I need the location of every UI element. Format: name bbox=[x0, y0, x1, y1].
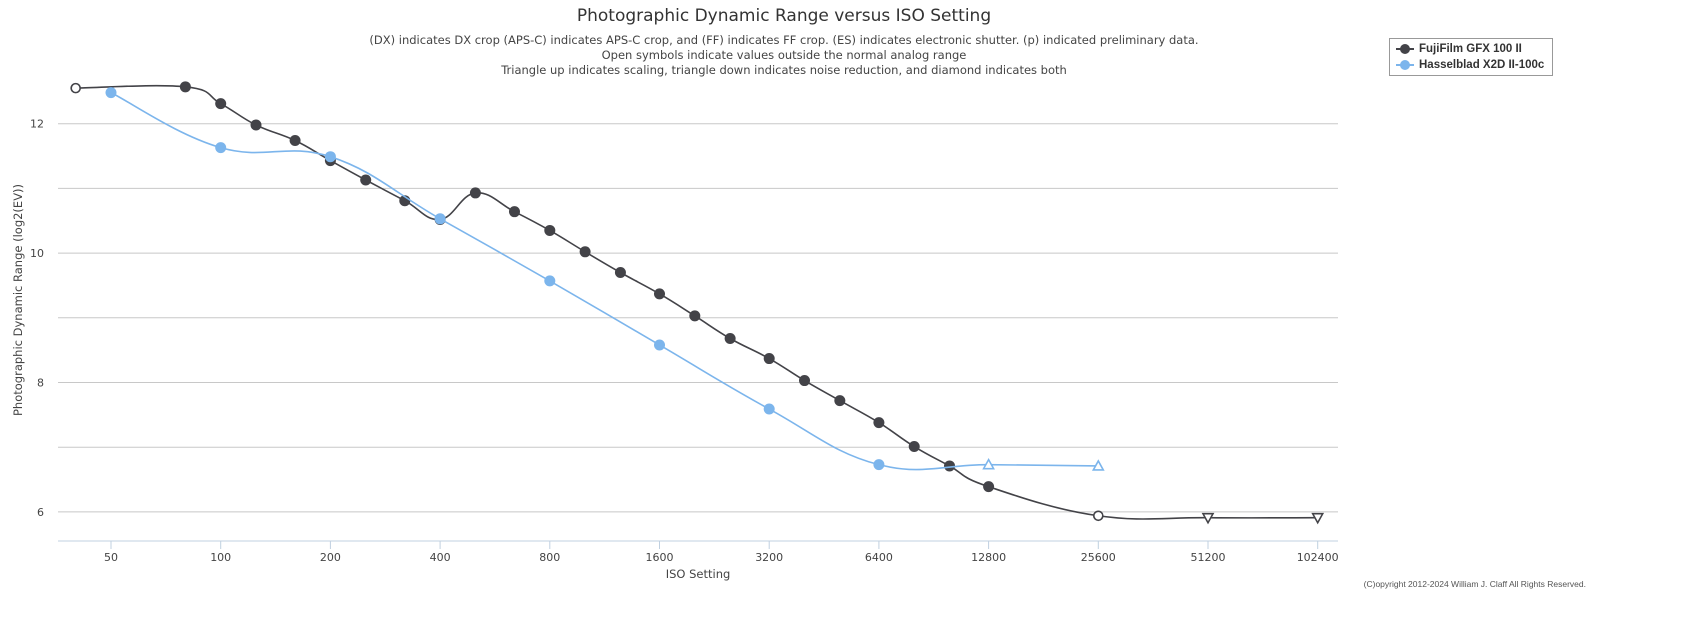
legend: FujiFilm GFX 100 II Hasselblad X2D II-10… bbox=[1389, 38, 1554, 76]
data-point-open bbox=[1093, 510, 1104, 522]
data-point bbox=[469, 187, 481, 199]
x-tick-label: 200 bbox=[320, 551, 341, 564]
data-point bbox=[105, 87, 117, 99]
data-point bbox=[434, 213, 446, 225]
x-tick-label: 12800 bbox=[971, 551, 1006, 564]
data-point-triangle-up bbox=[1091, 459, 1105, 471]
data-point bbox=[289, 135, 301, 147]
legend-marker-icon bbox=[1396, 60, 1414, 70]
chart-subtitle-line: Open symbols indicate values outside the… bbox=[601, 48, 967, 62]
x-tick-label: 3200 bbox=[755, 551, 783, 564]
x-tick-label: 100 bbox=[210, 551, 231, 564]
data-point bbox=[763, 353, 775, 365]
data-point bbox=[508, 206, 520, 218]
series-line-1 bbox=[110, 91, 1099, 471]
data-point bbox=[360, 174, 372, 186]
series-line-0 bbox=[75, 84, 1318, 520]
data-point bbox=[944, 460, 956, 472]
data-point bbox=[763, 403, 775, 415]
data-point bbox=[614, 267, 626, 279]
chart-title: Photographic Dynamic Range versus ISO Se… bbox=[576, 6, 992, 26]
data-point bbox=[724, 332, 736, 344]
x-tick-label: 102400 bbox=[1297, 551, 1339, 564]
data-point bbox=[215, 98, 227, 110]
y-tick-label: 6 bbox=[37, 506, 44, 519]
x-axis-title: ISO Setting bbox=[666, 567, 731, 581]
x-tick-label: 1600 bbox=[646, 551, 674, 564]
data-point bbox=[250, 119, 262, 131]
x-tick-label: 400 bbox=[430, 551, 451, 564]
y-tick-label: 10 bbox=[30, 247, 44, 260]
x-tick-label: 51200 bbox=[1191, 551, 1226, 564]
copyright: (C)opyright 2012-2024 William J. Claff A… bbox=[1363, 579, 1586, 589]
y-tick-label: 12 bbox=[30, 118, 44, 131]
data-point bbox=[908, 441, 920, 453]
data-point-triangle-down bbox=[1311, 512, 1325, 525]
x-tick-label: 6400 bbox=[865, 551, 893, 564]
data-point-triangle-down bbox=[1201, 512, 1215, 525]
chart-subtitle-line: Triangle up indicates scaling, triangle … bbox=[501, 63, 1067, 77]
x-tick-label: 25600 bbox=[1081, 551, 1116, 564]
legend-item-fujifilm[interactable]: FujiFilm GFX 100 II bbox=[1396, 41, 1544, 57]
legend-item-hasselblad[interactable]: Hasselblad X2D II-100c bbox=[1396, 57, 1544, 73]
data-point bbox=[215, 142, 227, 154]
data-point bbox=[544, 275, 556, 287]
data-point bbox=[834, 395, 846, 407]
legend-label: FujiFilm GFX 100 II bbox=[1419, 43, 1522, 55]
data-point bbox=[544, 224, 556, 236]
data-point bbox=[873, 417, 885, 429]
y-tick-label: 8 bbox=[37, 376, 44, 389]
data-point bbox=[689, 310, 701, 322]
data-point bbox=[799, 375, 811, 387]
data-point bbox=[324, 151, 336, 163]
data-point bbox=[873, 459, 885, 471]
y-axis-title: Photographic Dynamic Range (log2(EV)) bbox=[11, 184, 25, 416]
chart-subtitle-line: (DX) indicates DX crop (APS-C) indicates… bbox=[369, 33, 1199, 47]
data-point bbox=[983, 481, 995, 493]
legend-label: Hasselblad X2D II-100c bbox=[1419, 59, 1545, 71]
x-tick-label: 800 bbox=[539, 551, 560, 564]
legend-marker-icon bbox=[1396, 44, 1414, 54]
data-point-open bbox=[70, 82, 81, 94]
data-point bbox=[179, 81, 191, 93]
x-tick-label: 50 bbox=[104, 551, 118, 564]
data-point bbox=[654, 339, 665, 351]
data-point-triangle-up bbox=[982, 458, 995, 470]
data-point bbox=[579, 246, 591, 258]
data-point bbox=[654, 288, 665, 300]
